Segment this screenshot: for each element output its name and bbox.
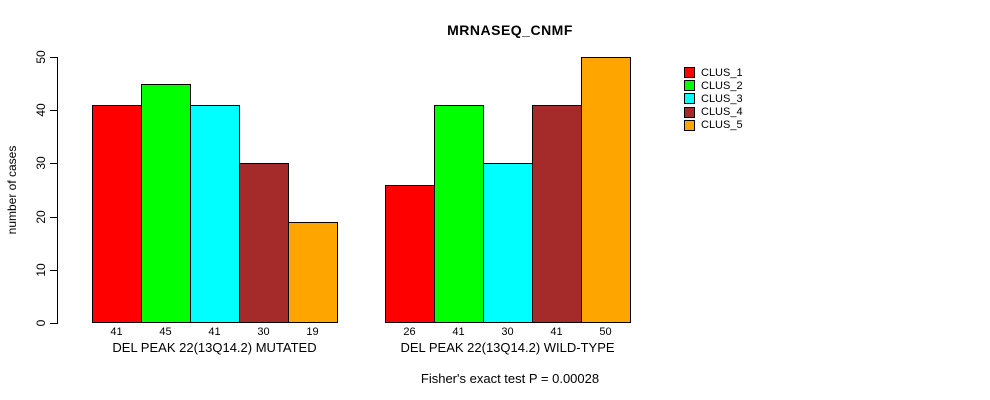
bar-clus_4-group2 [532, 104, 582, 323]
y-tick-label: 30 [34, 156, 48, 171]
pvalue-annotation: Fisher's exact test P = 0.00028 [420, 371, 600, 386]
y-axis-label: number of cases [5, 145, 19, 235]
bar-clus_3-group2 [483, 163, 533, 323]
y-tick [50, 57, 57, 58]
bar-value-label: 50 [599, 326, 612, 338]
bar-value-label: 19 [306, 326, 319, 338]
legend-item: CLUS_4 [684, 106, 743, 119]
bar-clus_2-group2 [434, 104, 484, 323]
y-tick-label: 10 [34, 263, 48, 277]
y-tick [50, 323, 57, 324]
bar-clus_3-group1 [190, 104, 240, 323]
legend-label: CLUS_1 [701, 66, 743, 79]
y-axis-line [57, 57, 58, 324]
y-tick-label: 50 [34, 50, 48, 64]
y-tick [50, 163, 57, 165]
y-tick [50, 110, 57, 112]
bar-value-label: 26 [403, 326, 416, 338]
chart-title: MRNASEQ_CNMF [447, 22, 573, 38]
bar-value-label: 45 [159, 326, 172, 338]
y-tick [50, 269, 57, 271]
bar-clus_5-group1 [288, 221, 338, 323]
bar-value-label: 41 [110, 326, 123, 338]
bar-value-label: 30 [501, 326, 514, 338]
legend: CLUS_1 CLUS_2 CLUS_3 CLUS_4 CLUS_5 [684, 66, 743, 132]
bar-clus_1-group2 [385, 184, 435, 323]
legend-swatch-clus_3 [684, 93, 695, 105]
legend-item: CLUS_5 [684, 119, 743, 132]
bar-value-label: 41 [550, 326, 563, 338]
legend-item: CLUS_2 [684, 79, 743, 92]
legend-item: CLUS_1 [684, 66, 743, 79]
y-tick-label: 20 [34, 209, 48, 224]
legend-item: CLUS_3 [684, 92, 743, 105]
y-tick-label: 0 [34, 319, 48, 327]
y-tick-label: 40 [34, 103, 48, 117]
legend-swatch-clus_2 [684, 80, 695, 92]
legend-label: CLUS_5 [701, 119, 743, 132]
group-label: DEL PEAK 22(13Q14.2) WILD-TYPE [400, 340, 615, 355]
legend-swatch-clus_5 [684, 119, 695, 131]
legend-swatch-clus_4 [684, 106, 695, 118]
group-label: DEL PEAK 22(13Q14.2) MUTATED [112, 340, 317, 355]
legend-swatch-clus_1 [684, 67, 695, 78]
bar-value-label: 30 [257, 326, 270, 338]
legend-label: CLUS_2 [701, 79, 743, 92]
bar-clus_5-group2 [581, 57, 631, 323]
bar-clus_2-group1 [141, 83, 191, 323]
bar-clus_1-group1 [92, 104, 142, 323]
legend-label: CLUS_3 [701, 92, 743, 105]
bar-clus_4-group1 [239, 163, 289, 323]
bar-value-label: 41 [452, 326, 465, 338]
bar-value-label: 41 [208, 326, 221, 338]
legend-label: CLUS_4 [701, 106, 743, 119]
y-tick [50, 216, 57, 218]
